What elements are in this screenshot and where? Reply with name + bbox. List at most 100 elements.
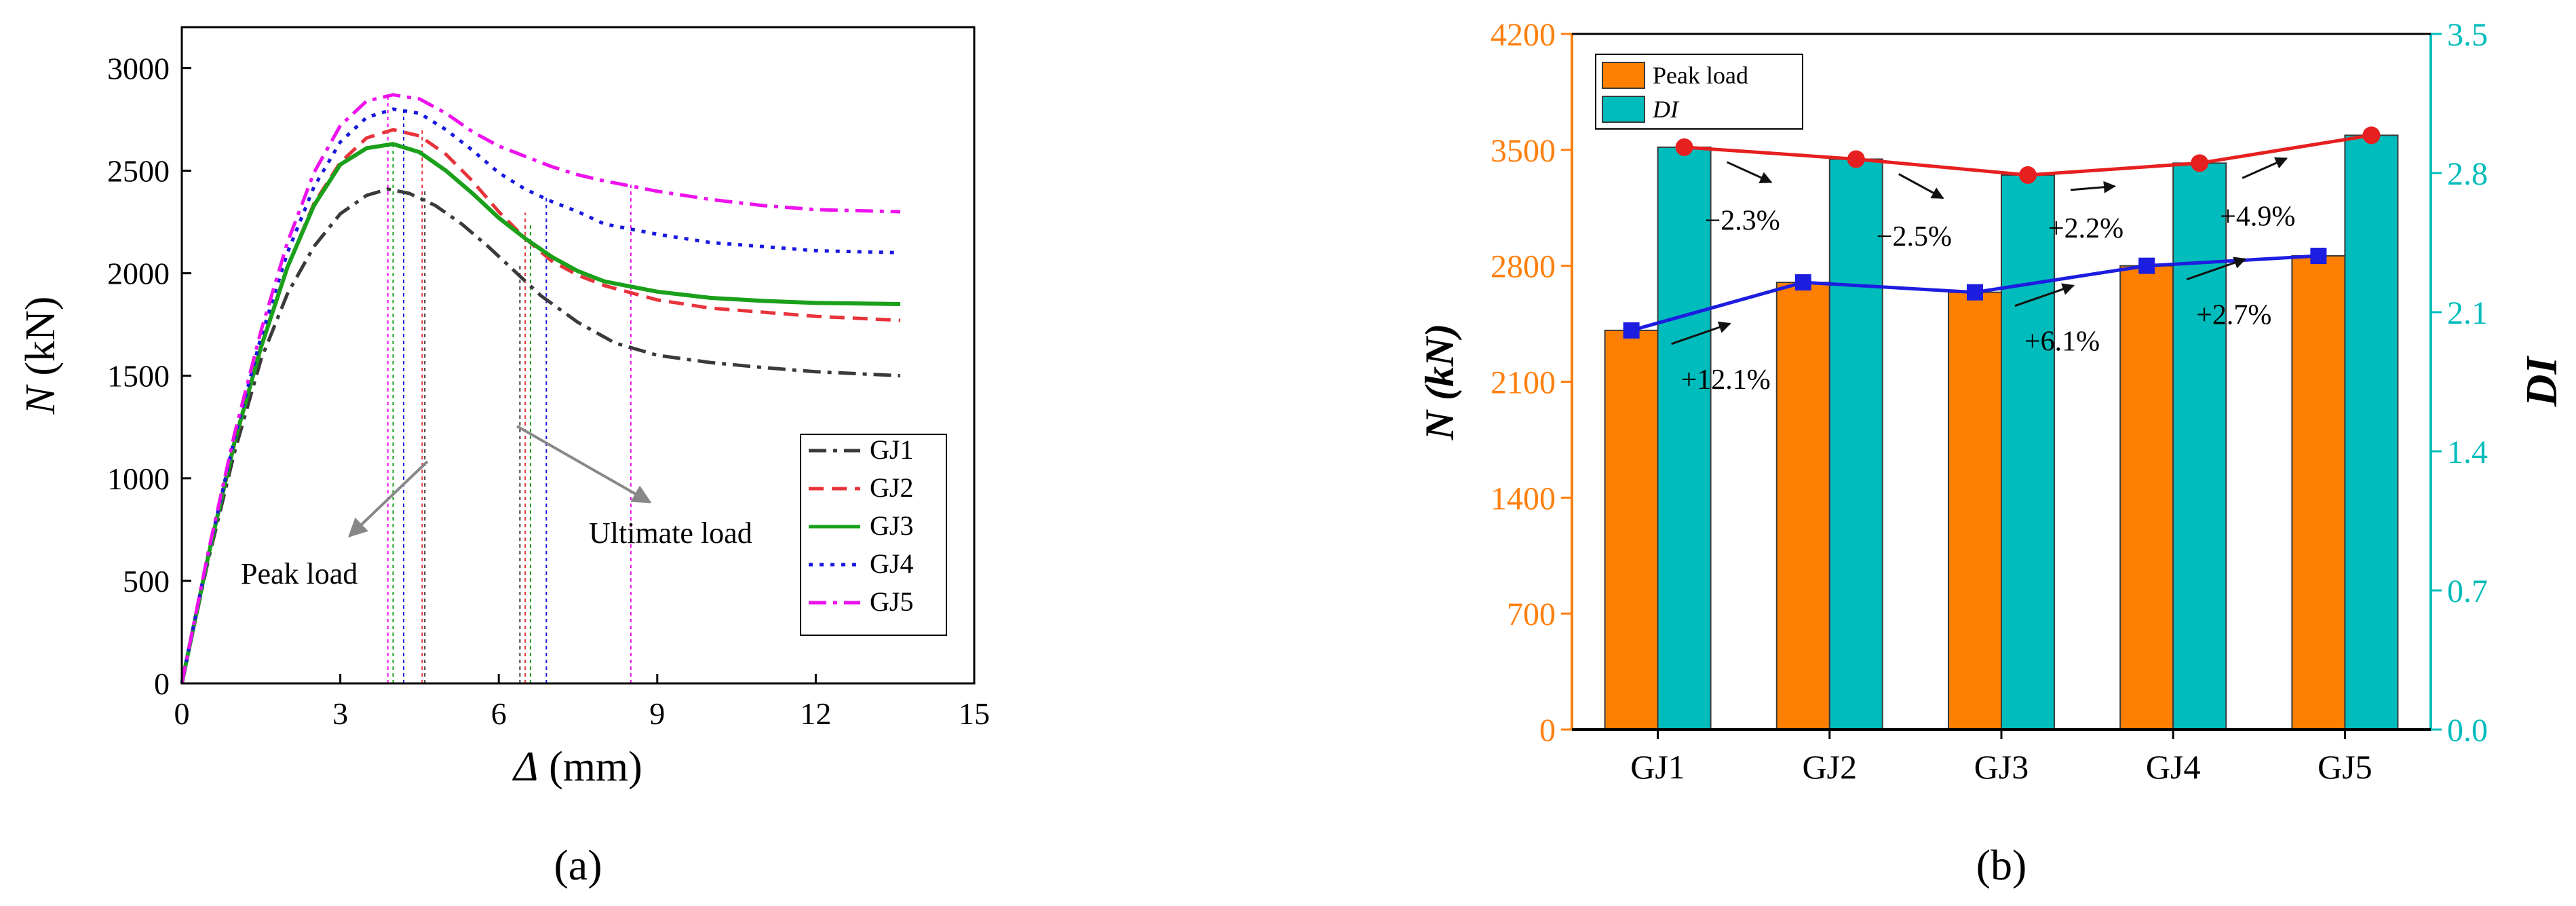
- b-peak-change-label: +2.7%: [2196, 300, 2271, 331]
- a-y-tick-label: 1500: [107, 359, 170, 394]
- b-bar-di-gj5: [2344, 134, 2399, 731]
- b-right-tick-label: 2.8: [2447, 156, 2488, 192]
- a-series-line-gj2: [180, 128, 901, 684]
- a-y-tick-label: 3000: [107, 51, 170, 86]
- a-series-lines: [180, 93, 901, 684]
- b-left-y-ticks: 0 700 1400 2100 2800 3500 4200: [1491, 17, 1572, 749]
- b-peak-change-arrow: [2014, 283, 2075, 307]
- b-left-tick-label: 4200: [1491, 17, 1556, 53]
- a-series-line-gj3: [180, 142, 901, 684]
- b-ylabel-left-text: N (kN): [1417, 324, 1462, 441]
- a-x-tick-label: 9: [649, 696, 665, 731]
- b-bar-peak-load-gj1: [1604, 329, 1659, 731]
- b-x-tick-label: GJ1: [1630, 748, 1685, 786]
- b-di-change-arrow: [1898, 173, 1944, 200]
- b-left-tick-label: 1400: [1491, 480, 1556, 516]
- b-peak-marker-gj4: [2138, 257, 2155, 274]
- a-y-tick-label: 1000: [107, 461, 170, 496]
- a-x-ticks: 0 3 6 9 12 15: [174, 674, 990, 731]
- b-bar-di-gj1: [1657, 146, 1712, 730]
- a-y-tick-label: 2000: [107, 257, 170, 291]
- b-di-marker-gj2: [1847, 150, 1865, 168]
- b-bar-di-gj4: [2172, 162, 2227, 731]
- a-x-tick-label: 0: [174, 696, 190, 731]
- b-right-tick-label: 1.4: [2447, 434, 2488, 470]
- a-legend-label-gj3: GJ3: [870, 510, 913, 541]
- b-bars: [1604, 134, 2399, 731]
- b-right-tick-label: 0.0: [2447, 713, 2488, 749]
- b-left-y-axis-label: N (kN): [1417, 324, 1462, 441]
- b-di-change-label: −2.5%: [1877, 221, 1952, 252]
- a-plot-frame: [180, 26, 976, 685]
- b-x-tick-label: GJ2: [1803, 748, 1858, 786]
- a-legend-label-gj1: GJ1: [870, 434, 913, 465]
- b-di-change-arrow: [1726, 161, 1773, 184]
- b-left-tick-label: 3500: [1491, 133, 1556, 169]
- b-peak-change-arrow: [1671, 321, 1731, 345]
- a-ultimate-arrow: [516, 425, 652, 504]
- b-x-tick-label: GJ5: [2318, 748, 2372, 786]
- b-bar-peak-load-gj2: [1775, 282, 1830, 731]
- b-bar-peak-load-gj4: [2119, 265, 2174, 730]
- b-left-tick-label: 0: [1539, 713, 1556, 749]
- a-xlabel-symbol: Δ: [512, 744, 538, 790]
- a-series-line-gj1: [180, 187, 901, 684]
- b-x-tick-label: GJ4: [2146, 748, 2201, 786]
- a-legend: GJ1 GJ2 GJ3 GJ4 GJ5: [800, 434, 947, 636]
- b-peak-marker-gj5: [2310, 248, 2327, 265]
- a-series-line-gj4: [180, 107, 901, 684]
- b-right-y-axis-label: DI: [2517, 356, 2567, 408]
- a-peak-load-annotation: Peak load: [241, 557, 358, 590]
- b-peak-change-arrow: [2186, 257, 2247, 281]
- b-change-arrows: −2.3% −2.5% +2.2% +4.9% +12.1% +6.1% +2.7%: [1671, 157, 2295, 396]
- b-di-change-label: −2.3%: [1705, 206, 1780, 237]
- b-bar-di-gj2: [1828, 158, 1883, 730]
- a-y-tick-label: 2500: [107, 154, 170, 189]
- a-y-tick-label: 0: [154, 666, 170, 701]
- b-legend: Peak load DI: [1595, 54, 1803, 130]
- b-x-ticks: GJ1 GJ2 GJ3 GJ4 GJ5: [1630, 730, 2372, 786]
- a-legend-label-gj4: GJ4: [870, 548, 913, 579]
- a-xlabel-unit: (mm): [539, 744, 642, 790]
- b-legend-swatch-peak-load: [1602, 62, 1645, 89]
- b-right-tick-label: 0.7: [2447, 573, 2488, 609]
- b-bar-peak-load-gj3: [1948, 291, 2002, 730]
- a-x-axis-label: Δ (mm): [512, 744, 642, 790]
- a-x-tick-label: 3: [332, 696, 348, 731]
- b-x-tick-label: GJ3: [1974, 748, 2029, 786]
- b-left-tick-label: 2100: [1491, 365, 1556, 401]
- b-di-marker-gj3: [2019, 166, 2037, 184]
- b-peak-change-label: +6.1%: [2024, 326, 2100, 358]
- b-panel-label: (b): [1976, 841, 2027, 889]
- b-peak-marker-gj2: [1794, 274, 1811, 291]
- b-left-tick-label: 2800: [1491, 249, 1556, 285]
- a-x-tick-label: 6: [491, 696, 507, 731]
- panel-a-line-chart: 0 3 6 9 12 15 0 500 1000 1500 2000 2500 3000 N (kN)…: [18, 26, 990, 889]
- b-right-tick-label: 3.5: [2447, 17, 2488, 53]
- a-legend-label-gj5: GJ5: [870, 586, 913, 617]
- b-di-change-label: +4.9%: [2220, 201, 2295, 232]
- b-di-change-arrow: [2070, 181, 2116, 193]
- b-peak-marker-gj1: [1623, 322, 1640, 339]
- a-peak-arrow: [347, 460, 429, 537]
- a-ultimate-load-annotation: Ultimate load: [589, 516, 752, 550]
- b-bar-di-gj3: [2001, 174, 2055, 730]
- b-left-tick-label: 700: [1507, 597, 1556, 633]
- b-di-change-label: +2.2%: [2048, 213, 2123, 244]
- a-peak-ultimate-markers: [387, 94, 632, 683]
- b-overlay-lines: [1623, 126, 2381, 339]
- a-y-ticks: 0 500 1000 1500 2000 2500 3000: [107, 51, 191, 701]
- b-legend-label-peak-load: Peak load: [1653, 62, 1748, 89]
- b-di-marker-gj4: [2191, 154, 2209, 172]
- a-ylabel-symbol: N: [18, 383, 64, 415]
- b-legend-swatch-di: [1602, 96, 1645, 123]
- b-peak-change-label: +12.1%: [1681, 364, 1771, 396]
- b-di-change-arrow: [2242, 157, 2288, 179]
- a-panel-label: (a): [554, 841, 602, 889]
- a-y-tick-label: 500: [123, 564, 170, 599]
- b-legend-label-di: DI: [1652, 96, 1680, 123]
- a-y-axis-label: N (kN): [18, 297, 64, 415]
- b-di-marker-gj5: [2362, 126, 2381, 145]
- b-right-y-ticks: 0.0 0.7 1.4 2.1 2.8 3.5: [2431, 17, 2488, 749]
